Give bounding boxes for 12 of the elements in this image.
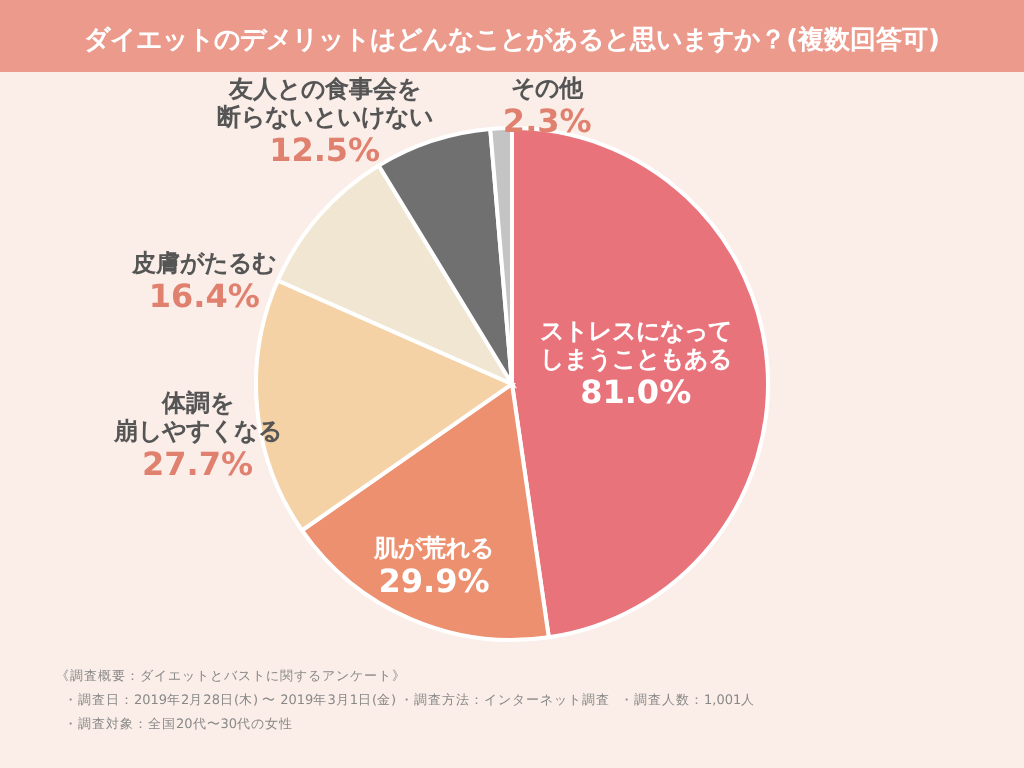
data-label: 2.3%	[502, 102, 592, 141]
data-label: 12.5%	[269, 130, 381, 169]
slice-label: 皮膚がたるむ	[130, 249, 277, 278]
slice-label: 肌が荒れる	[372, 533, 495, 562]
slice-label: ストレスになってしまうこともある	[539, 317, 732, 374]
data-label: 29.9%	[378, 561, 490, 600]
data-label: 27.7%	[142, 444, 254, 483]
chart-title: ダイエットのデメリットはどんなことがあると思いますか？(複数回答可)	[84, 24, 940, 56]
slice-label: その他	[511, 74, 586, 103]
slice-label: 友人との食事会を断らないといけない	[216, 74, 433, 131]
data-label: 81.0%	[580, 373, 692, 412]
data-label: 16.4%	[148, 277, 260, 316]
